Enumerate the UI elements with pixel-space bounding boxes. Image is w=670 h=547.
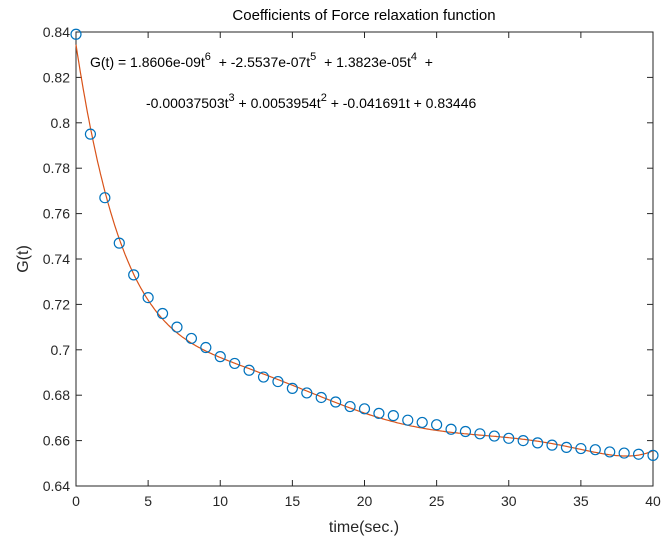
equation-term: -0.00037503t xyxy=(146,95,229,111)
data-point xyxy=(113,237,125,249)
y-tick-label: 0.84 xyxy=(43,24,70,40)
equation-exponent: 5 xyxy=(310,51,316,63)
x-tick-label: 15 xyxy=(285,493,301,509)
data-point xyxy=(604,446,616,458)
data-point xyxy=(171,321,183,333)
x-tick-label: 5 xyxy=(144,493,152,509)
y-tick-label: 0.76 xyxy=(43,206,70,222)
fit-equation-line1: G(t) = 1.8606e-09t6​ + -2.5537e-07t5​ + … xyxy=(90,51,433,70)
data-point xyxy=(99,192,111,204)
equation-exponent: 3 xyxy=(229,92,235,104)
data-point xyxy=(286,382,298,394)
y-tick-label: 0.7 xyxy=(51,342,71,358)
data-point xyxy=(589,444,601,456)
y-tick-label: 0.8 xyxy=(51,115,71,131)
data-point xyxy=(632,448,645,460)
data-point xyxy=(647,449,659,461)
data-point xyxy=(431,419,443,431)
data-point xyxy=(531,437,544,449)
data-point xyxy=(243,364,255,376)
data-point xyxy=(330,396,342,408)
x-axis-label: time(sec.) xyxy=(329,519,399,536)
data-point xyxy=(214,351,226,363)
data-point xyxy=(474,428,486,440)
data-point xyxy=(142,291,154,304)
data-point xyxy=(229,357,241,370)
data-point xyxy=(488,430,500,442)
equation-exponent: 4 xyxy=(411,51,417,63)
data-point xyxy=(301,387,313,399)
data-point xyxy=(459,425,472,438)
equation-exponent: 2 xyxy=(321,92,327,104)
x-tick-label: 30 xyxy=(501,493,517,509)
data-point xyxy=(315,391,327,404)
data-point xyxy=(185,332,197,345)
equation-term: + xyxy=(417,54,433,70)
equation-exponent: 6 xyxy=(205,51,211,63)
data-point xyxy=(503,432,515,444)
chart-title: Coefficients of Force relaxation functio… xyxy=(232,7,495,24)
x-tick-label: 0 xyxy=(72,493,80,509)
y-tick-label: 0.68 xyxy=(43,387,70,403)
y-tick-label: 0.72 xyxy=(43,296,70,312)
equation-term: + -0.041691t + 0.83446 xyxy=(327,95,477,111)
data-point xyxy=(373,407,385,419)
y-tick-label: 0.64 xyxy=(43,478,70,494)
data-point xyxy=(358,403,371,415)
data-point xyxy=(402,414,414,426)
data-point xyxy=(84,128,97,140)
data-point xyxy=(445,423,457,435)
data-point xyxy=(70,28,82,40)
fit-equation-line2: -0.00037503t3​ + 0.0053954t2​ + -0.04169… xyxy=(146,92,476,111)
y-tick-label: 0.66 xyxy=(43,433,70,449)
data-point xyxy=(387,410,399,422)
y-tick-label: 0.78 xyxy=(43,160,70,176)
equation-term: G(t) = 1.8606e-09t xyxy=(90,54,205,70)
data-point xyxy=(560,441,573,454)
data-point xyxy=(618,447,630,459)
data-point xyxy=(156,307,169,320)
equation-term: + 0.0053954t xyxy=(235,95,321,111)
data-point xyxy=(416,416,428,429)
data-point xyxy=(128,269,140,281)
y-tick-label: 0.74 xyxy=(43,251,70,267)
y-tick-label: 0.82 xyxy=(43,69,70,85)
x-tick-label: 10 xyxy=(212,493,228,509)
data-point xyxy=(344,400,356,413)
data-point xyxy=(272,375,284,388)
x-tick-label: 40 xyxy=(645,493,661,509)
equation-term: + -2.5537e-07t xyxy=(211,54,310,70)
data-point xyxy=(257,371,270,383)
data-point xyxy=(517,435,529,447)
y-axis-label: G(t) xyxy=(15,245,32,273)
x-tick-label: 25 xyxy=(429,493,445,509)
data-point xyxy=(546,439,558,451)
x-tick-label: 20 xyxy=(357,493,373,509)
x-tick-label: 35 xyxy=(573,493,589,509)
data-point xyxy=(575,442,587,455)
data-point xyxy=(200,341,212,354)
equation-term: + 1.3823e-05t xyxy=(316,54,411,70)
